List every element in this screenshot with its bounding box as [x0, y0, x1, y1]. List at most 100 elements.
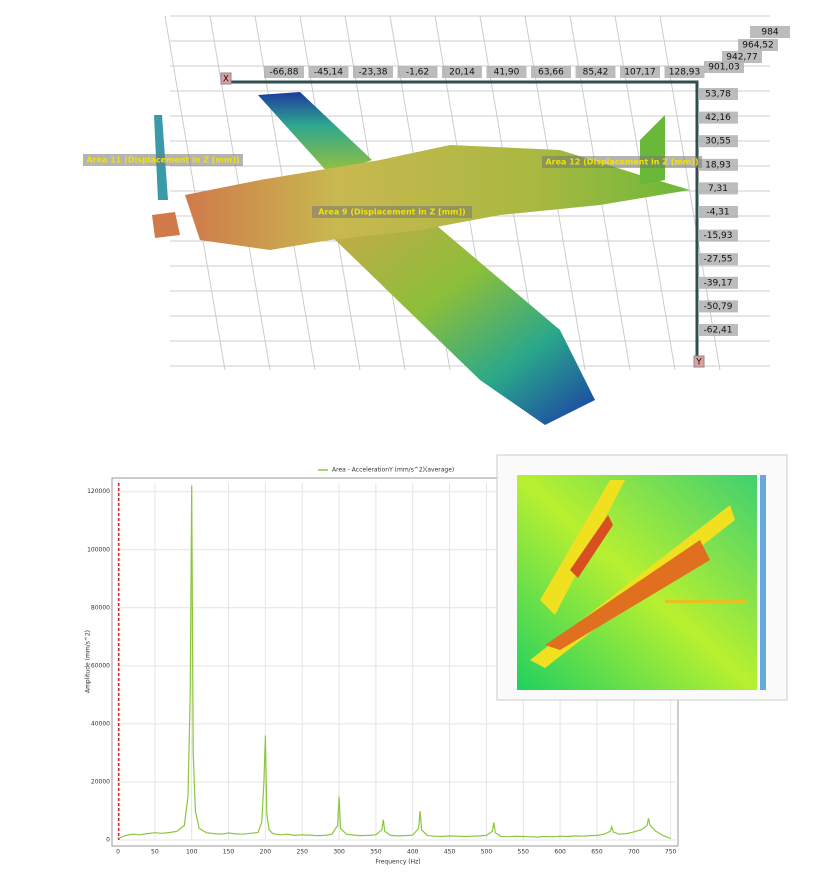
- z-tick-label: 901,03: [708, 63, 740, 73]
- y-tick-label: 80000: [91, 604, 110, 611]
- x-tick-label-box: [620, 66, 660, 78]
- spectrogram-inset: [496, 454, 788, 701]
- y-tick-label: -50,79: [703, 302, 732, 312]
- fuselage: [185, 145, 690, 250]
- x-tick-label-box: [531, 66, 571, 78]
- y-tick-label-box: [698, 300, 738, 313]
- y-tick-label: 42,16: [705, 113, 731, 123]
- x-tick-label: 150: [223, 849, 235, 856]
- x-tick-label: 350: [370, 849, 382, 856]
- x-tick-label-box: [442, 66, 482, 78]
- y-tick-label: -4,31: [706, 208, 729, 218]
- y-tick-label: 7,31: [708, 184, 728, 194]
- y-tick-label-box: [698, 276, 738, 289]
- x-tick-label-box: [308, 66, 349, 78]
- x-tick-label: 63,66: [538, 68, 564, 78]
- x-tick-label: 700: [628, 849, 640, 856]
- y-tick-label: 60000: [91, 662, 110, 669]
- z-tick-label-box: [750, 26, 790, 38]
- y-tick-label-box: [698, 324, 738, 336]
- z-tick-label: 942,77: [726, 53, 758, 63]
- nose-part: [152, 212, 180, 238]
- y-tick-label-box: [698, 158, 738, 171]
- x-tick-label: -1,62: [406, 68, 429, 78]
- x-tick-label: -23,38: [358, 68, 387, 78]
- area-label: Area 9 (Displacement in Z [mm]): [318, 208, 465, 217]
- y-axis-label: Y: [695, 358, 702, 368]
- order-band-2: [540, 480, 625, 615]
- y-axis-title: Amplitude (mm/s^2): [85, 630, 92, 693]
- x-tick-label: 50: [151, 849, 159, 856]
- y-tick-label: 0: [106, 837, 110, 844]
- x-tick-label: 650: [591, 849, 603, 856]
- x-tick-label: 41,90: [494, 68, 520, 78]
- area-label-box: [83, 154, 243, 166]
- tail: [640, 115, 665, 185]
- area-label: Area 12 (Displacement in Z [mm]): [545, 158, 698, 167]
- x-axis-label: X: [223, 75, 229, 85]
- z-tick-label-box: [704, 61, 744, 73]
- y-tick-label-box: [698, 111, 738, 124]
- x-tick-label: 750: [665, 849, 677, 856]
- right-wing: [325, 220, 595, 425]
- order-hot-2: [570, 515, 613, 578]
- y-tick-label: 53,78: [705, 90, 731, 100]
- x-tick-label: 600: [554, 849, 566, 856]
- x-axis-box: [220, 72, 232, 85]
- axis-frame: [228, 80, 699, 360]
- legend-label: Area - AccelerationY (mm/s^2)(average): [332, 467, 454, 474]
- x-tick-label: 85,42: [583, 68, 609, 78]
- y-tick-label-box: [698, 229, 738, 242]
- x-tick-label-box: [664, 66, 705, 78]
- area-label-box: [542, 156, 702, 168]
- y-tick-label: -39,17: [703, 278, 732, 288]
- z-tick-label: 964,52: [742, 41, 774, 51]
- y-tick-label: -15,93: [703, 231, 732, 241]
- x-tick-label: 400: [407, 849, 419, 856]
- x-axis-title: Frequency (Hz): [375, 859, 420, 866]
- x-tick-label-box: [353, 66, 393, 78]
- x-tick-label: -45,14: [314, 68, 343, 78]
- resonance-line: [665, 600, 745, 603]
- x-tick-label: 550: [518, 849, 530, 856]
- x-tick-label: 100: [186, 849, 198, 856]
- y-tick-label: 20000: [91, 778, 110, 785]
- y-tick-label: 40000: [91, 720, 110, 727]
- x-tick-label-box: [486, 66, 527, 78]
- y-tick-label: 100000: [87, 546, 110, 553]
- x-tick-label: 500: [481, 849, 493, 856]
- y-tick-label-box: [698, 206, 738, 218]
- y-tick-label: -27,55: [703, 255, 732, 265]
- y-tick-label: 30,55: [705, 137, 731, 147]
- x-tick-label: 450: [444, 849, 456, 856]
- x-tick-label: 0: [116, 849, 120, 856]
- x-tick-label-box: [264, 66, 304, 78]
- x-tick-label-box: [575, 66, 616, 78]
- y-tick-label: 18,93: [705, 160, 731, 170]
- y-tick-label: 120000: [87, 488, 110, 495]
- x-tick-label: 200: [260, 849, 272, 856]
- order-hot: [545, 540, 710, 650]
- y-tick-label-box: [698, 135, 738, 148]
- x-tick-label-box: [397, 66, 438, 78]
- x-tick-label: -66,88: [269, 68, 298, 78]
- y-tick-label-box: [698, 88, 738, 100]
- x-tick-label: 300: [333, 849, 345, 856]
- left-wing: [258, 92, 372, 175]
- x-tick-label: 128,93: [669, 68, 701, 78]
- area-label: Area 11 (Displacement in Z [mm]): [86, 156, 239, 165]
- y-tick-label-box: [698, 182, 738, 195]
- z-tick-label-box: [722, 51, 762, 63]
- colorbar: [760, 475, 766, 690]
- y-tick-label-box: [698, 253, 738, 266]
- z-tick-label-box: [738, 39, 778, 51]
- area-label-box: [312, 206, 472, 218]
- y-tick-label: -62,41: [703, 326, 732, 336]
- x-tick-label: 107,17: [624, 68, 656, 78]
- y-axis-box: [693, 355, 705, 368]
- z-tick-label: 984: [761, 28, 778, 38]
- x-tick-label: 20,14: [449, 68, 475, 78]
- x-tick-label: 250: [296, 849, 308, 856]
- series-line: [117, 485, 671, 840]
